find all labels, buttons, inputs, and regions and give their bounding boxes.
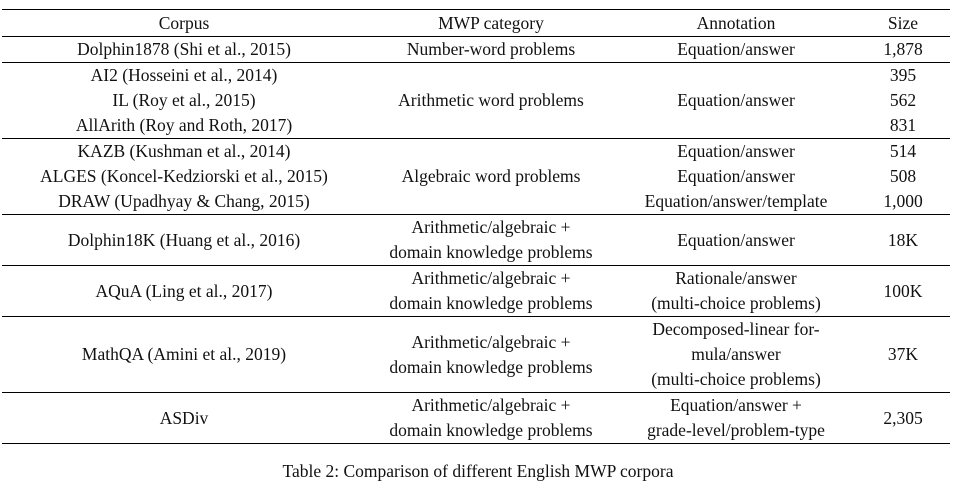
annotation-cell: Equation/answer xyxy=(616,164,856,189)
corpus-cell: KAZB (Kushman et al., 2014) xyxy=(77,141,291,161)
table-row: DRAW (Upadhyay & Chang, 2015) Equation/an… xyxy=(2,189,950,215)
annotation-line: Equation/answer xyxy=(677,229,795,250)
annotation-cell: Rationale/answer (multi-choice problems) xyxy=(616,266,856,317)
category-line: Arithmetic/algebraic + xyxy=(411,331,571,352)
table-header: Corpus MWP category Annotation Size xyxy=(2,9,950,37)
corpus-cell: AI2 (Hosseini et al., 2014) xyxy=(90,65,278,85)
table-caption: Table 2: Comparison of different English… xyxy=(282,461,674,481)
table-group: MathQA (Amini et al., 2019) Arithmetic/al… xyxy=(2,317,950,393)
table-group: Dolphin1878 (Shi et al., 2015) Number-wor… xyxy=(2,37,950,63)
annotation-cell: Equation/answer xyxy=(616,63,856,139)
annotation-cell: Equation/answer xyxy=(616,215,856,266)
header-row: Corpus MWP category Annotation Size xyxy=(2,9,950,37)
table-row: KAZB (Kushman et al., 2014) Algebraic wor… xyxy=(2,139,950,186)
table-group: AI2 (Hosseini et al., 2014) Arithmetic wo… xyxy=(2,63,950,139)
category-cell: Number-word problems xyxy=(366,37,616,63)
header-corpus: Corpus xyxy=(158,12,210,33)
size-cell: 1,000 xyxy=(883,191,923,211)
corpus-cell: Dolphin1878 (Shi et al., 2015) xyxy=(77,39,291,59)
annotation-line: (multi-choice problems) xyxy=(651,293,821,313)
corpus-cell: DRAW (Upadhyay & Chang, 2015) xyxy=(58,191,310,211)
size-cell: 100K xyxy=(883,280,923,301)
annotation-line: (multi-choice problems) xyxy=(651,369,821,389)
corpus-cell: MathQA (Amini et al., 2019) xyxy=(81,344,287,364)
table-group: ASDiv Arithmetic/algebraic + domain knowle… xyxy=(2,393,950,444)
annotation-cell: Equation/answer/template xyxy=(616,189,856,215)
category-line: Arithmetic/algebraic + xyxy=(411,268,571,288)
annotation-line: Equation/answer + xyxy=(670,395,802,415)
category-cell: Algebraic word problems xyxy=(366,139,616,215)
table-row: AllArith (Roy and Roth, 2017) 831 xyxy=(2,113,950,139)
annotation-line: Equation/answer xyxy=(677,166,795,186)
category-cell: Arithmetic word problems xyxy=(366,63,616,139)
category-line: domain knowledge problems xyxy=(389,293,593,313)
size-cell: 508 xyxy=(889,166,917,186)
corpus-cell: AQuA (Ling et al., 2017) xyxy=(95,280,273,301)
corpus-cell: Dolphin18K (Huang et al., 2016) xyxy=(67,229,301,250)
corpus-cell: IL (Roy et al., 2015) xyxy=(112,90,256,110)
annotation-line: Equation/answer/template xyxy=(644,191,828,211)
header-annotation: Annotation xyxy=(696,12,776,33)
corpora-comparison-table: Corpus MWP category Annotation Size Dolp… xyxy=(2,9,950,444)
corpus-cell: ALGES (Koncel-Kedziorski et al., 2015) xyxy=(40,166,328,186)
size-cell: 831 xyxy=(889,115,917,135)
annotation-cell: Decomposed-linear for-mula/answer (multi-… xyxy=(616,317,856,393)
annotation-line: grade-level/problem-type xyxy=(647,420,825,440)
table-group: AQuA (Ling et al., 2017) Arithmetic/algeb… xyxy=(2,266,950,317)
category-line: domain knowledge problems xyxy=(389,356,593,377)
category-line: Arithmetic word problems xyxy=(398,90,584,110)
table-group: KAZB (Kushman et al., 2014) Algebraic wor… xyxy=(2,139,950,215)
header-mwp-category: MWP category xyxy=(438,12,544,33)
category-cell: Arithmetic/algebraic + domain knowledge p… xyxy=(366,215,616,266)
category-cell: Arithmetic/algebraic + domain knowledge p… xyxy=(366,393,616,444)
annotation-line: Equation/answer xyxy=(677,90,795,110)
category-line: Algebraic word problems xyxy=(401,166,581,186)
annotation-line: Equation/answer xyxy=(677,39,795,59)
annotation-line: Decomposed-linear for- xyxy=(652,319,820,339)
table-row: MathQA (Amini et al., 2019) Arithmetic/al… xyxy=(2,317,950,393)
annotation-cell: Equation/answer + grade-level/problem-typ… xyxy=(616,393,856,444)
table-row: AI2 (Hosseini et al., 2014) Arithmetic wo… xyxy=(2,63,950,110)
category-cell: Arithmetic/algebraic + domain knowledge p… xyxy=(366,317,616,393)
size-cell: 2,305 xyxy=(883,407,923,428)
category-line: Number-word problems xyxy=(406,39,576,59)
header-size: Size xyxy=(887,12,919,33)
category-line: Arithmetic/algebraic + xyxy=(411,395,571,415)
corpus-cell: ASDiv xyxy=(159,407,209,428)
table-row: AQuA (Ling et al., 2017) Arithmetic/algeb… xyxy=(2,266,950,317)
annotation-line: mula/answer xyxy=(691,344,781,364)
table-row: ASDiv Arithmetic/algebraic + domain knowle… xyxy=(2,393,950,444)
table-group: Dolphin18K (Huang et al., 2016) Arithmeti… xyxy=(2,215,950,266)
size-cell: 395 xyxy=(889,65,917,85)
annotation-cell: Equation/answer xyxy=(616,139,856,165)
table-row: Dolphin18K (Huang et al., 2016) Arithmeti… xyxy=(2,215,950,266)
category-cell: Arithmetic/algebraic + domain knowledge p… xyxy=(366,266,616,317)
category-line: Arithmetic/algebraic + xyxy=(411,217,571,237)
table-row: Dolphin1878 (Shi et al., 2015) Number-wor… xyxy=(2,37,950,63)
annotation-cell: Equation/answer xyxy=(616,37,856,63)
category-line: domain knowledge problems xyxy=(389,242,593,262)
size-cell: 562 xyxy=(889,90,917,110)
size-cell: 514 xyxy=(889,141,917,161)
corpus-cell: AllArith (Roy and Roth, 2017) xyxy=(75,115,293,135)
table-row: ALGES (Koncel-Kedziorski et al., 2015) Eq… xyxy=(2,164,950,189)
annotation-line: Rationale/answer xyxy=(675,268,797,288)
size-cell: 1,878 xyxy=(883,39,923,59)
category-line: domain knowledge problems xyxy=(389,420,593,440)
annotation-line: Equation/answer xyxy=(677,141,795,161)
table-row: IL (Roy et al., 2015) 562 xyxy=(2,88,950,113)
size-cell: 18K xyxy=(887,229,919,250)
size-cell: 37K xyxy=(887,344,919,364)
